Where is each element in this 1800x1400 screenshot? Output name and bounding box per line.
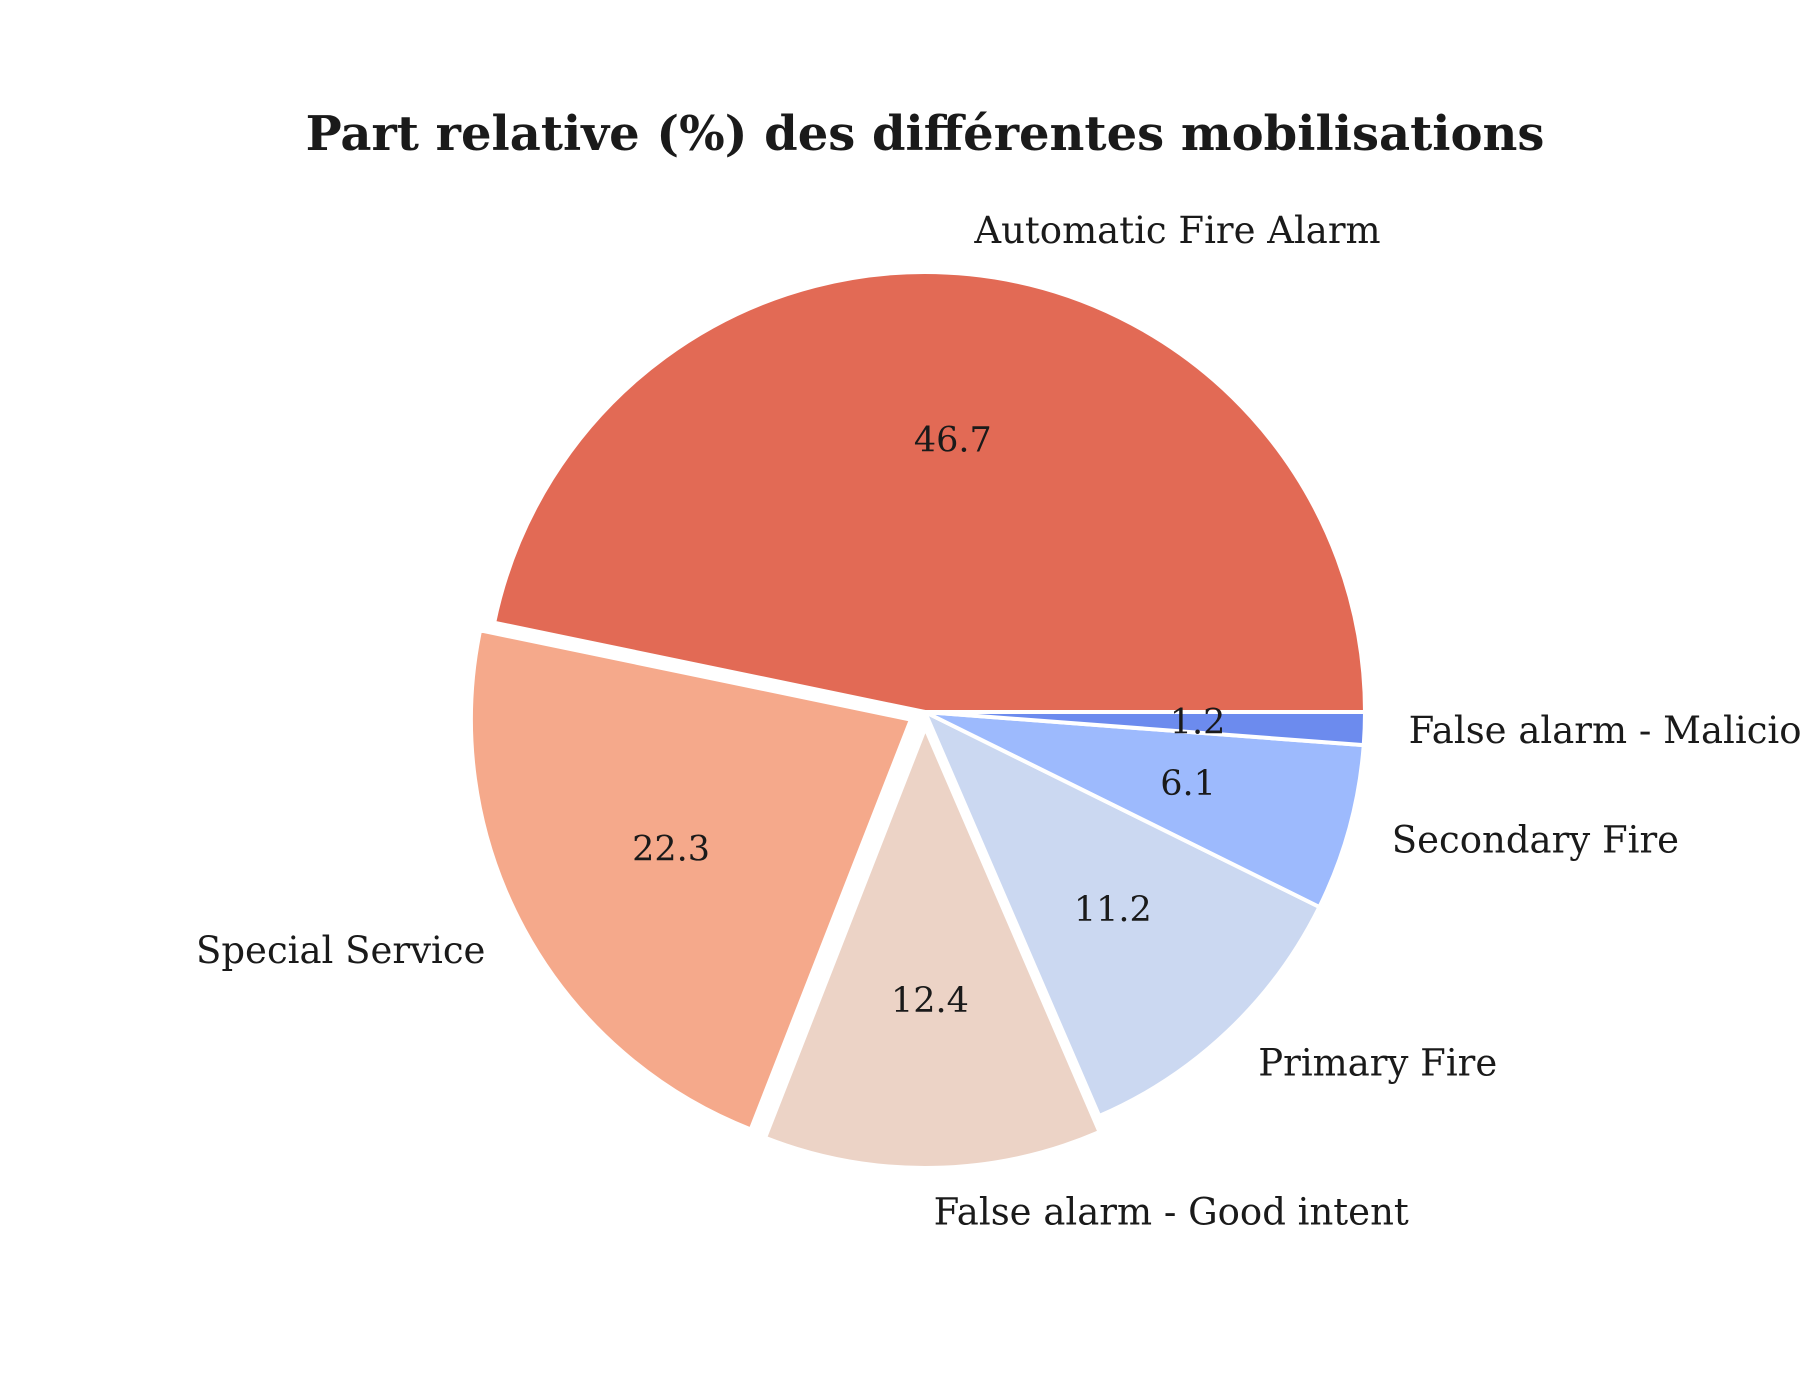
value-label-false-alarm-good-intent: 12.4 (891, 981, 969, 1021)
category-label-automatic-fire-alarm: Automatic Fire Alarm (973, 209, 1380, 252)
value-label-primary-fire: 11.2 (1074, 890, 1152, 930)
value-label-automatic-fire-alarm: 46.7 (914, 421, 992, 461)
category-label-false-alarm-malicious: False alarm - Malicious (1409, 709, 1800, 752)
value-label-secondary-fire: 6.1 (1160, 764, 1216, 804)
value-label-false-alarm-malicious: 1.2 (1170, 702, 1226, 742)
value-label-special-service: 22.3 (632, 830, 710, 870)
category-label-false-alarm-good-intent: False alarm - Good intent (934, 1190, 1409, 1233)
category-label-primary-fire: Primary Fire (1258, 1042, 1497, 1085)
slice-special-service (468, 628, 913, 1132)
pie-slices (468, 270, 1368, 1170)
chart-title: Part relative (%) des différentes mobili… (306, 106, 1545, 162)
slice-primary-fire (923, 710, 1322, 1119)
category-label-secondary-fire: Secondary Fire (1392, 818, 1679, 861)
slice-false-alarm-good-intent (763, 725, 1102, 1170)
slice-secondary-fire (923, 710, 1366, 909)
slice-false-alarm-malicious (923, 710, 1368, 748)
slice-automatic-fire-alarm (492, 270, 1367, 714)
category-label-special-service: Special Service (196, 929, 485, 972)
pie-labels: 46.7 Automatic Fire Alarm 22.3 Special Serv… (196, 209, 1800, 1233)
